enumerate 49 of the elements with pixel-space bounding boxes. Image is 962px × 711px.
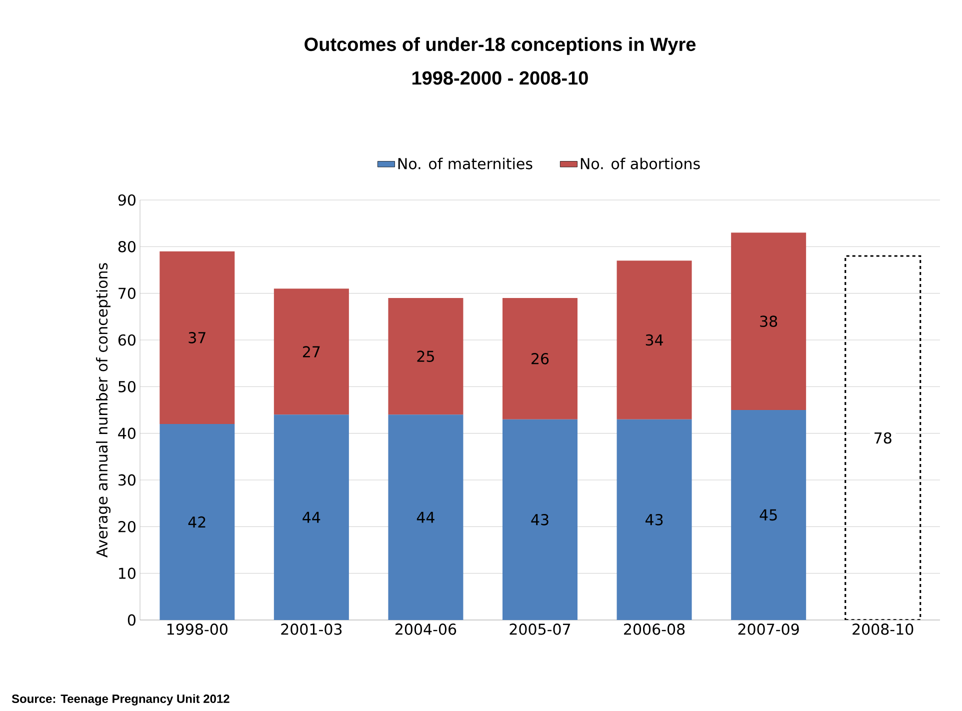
bar	[502, 419, 578, 620]
y-axis-title: Average annual number of conceptions	[96, 263, 111, 558]
y-tick-label: 70	[118, 288, 136, 300]
x-tick-label: 2006-08	[624, 624, 685, 635]
data-label: 38	[760, 316, 778, 327]
y-tick-label: 50	[118, 380, 136, 392]
legend-label: No. of maternities	[398, 158, 532, 170]
bar	[731, 410, 806, 620]
y-tick-label: 10	[119, 568, 136, 579]
x-tick-label: 2004-06	[395, 624, 456, 635]
data-label: 45	[760, 509, 777, 521]
y-tick-label: 30	[118, 474, 136, 486]
data-label: 37	[188, 332, 206, 344]
y-tick-label: 90	[118, 194, 136, 206]
y-tick-label: 20	[118, 520, 136, 532]
data-label: 78	[874, 432, 892, 444]
y-tick-label: 60	[118, 334, 136, 346]
x-tick-label: 2005-07	[510, 624, 570, 635]
x-tick-label: 2008-10	[852, 624, 914, 635]
bar	[731, 232, 806, 410]
data-label: 27	[302, 346, 320, 358]
bar	[616, 260, 692, 420]
bar	[388, 298, 464, 415]
chart-title: Outcomes of under-18 conceptions in Wyre	[304, 37, 696, 55]
bar	[388, 414, 464, 620]
data-label: 34	[646, 334, 663, 346]
bar	[160, 251, 235, 424]
x-tick-label: 2007-09	[738, 624, 799, 635]
y-tick-label: 40	[118, 428, 136, 439]
data-label: 43	[645, 514, 663, 526]
data-label: 44	[302, 512, 320, 523]
data-label: 25	[417, 350, 434, 362]
legend-label: No. of abortions	[580, 158, 700, 170]
data-label: 44	[416, 512, 434, 523]
chart-subtitle: 1998-2000 - 2008-10	[412, 71, 588, 85]
data-label: 26	[532, 352, 549, 364]
data-label: 42	[188, 516, 206, 528]
bar	[274, 288, 349, 415]
source-note: Source: Teenage Pregnancy Unit 2012	[12, 694, 230, 706]
bar	[274, 414, 349, 620]
x-tick-label: 1998-00	[167, 624, 228, 635]
y-tick-label: 0	[128, 614, 136, 626]
bar	[616, 419, 692, 620]
x-tick-label: 2001-03	[281, 624, 342, 635]
data-label: 43	[531, 514, 548, 526]
y-tick-label: 80	[118, 240, 136, 252]
bar	[844, 255, 922, 620]
bar	[502, 298, 578, 420]
bar	[160, 424, 235, 620]
